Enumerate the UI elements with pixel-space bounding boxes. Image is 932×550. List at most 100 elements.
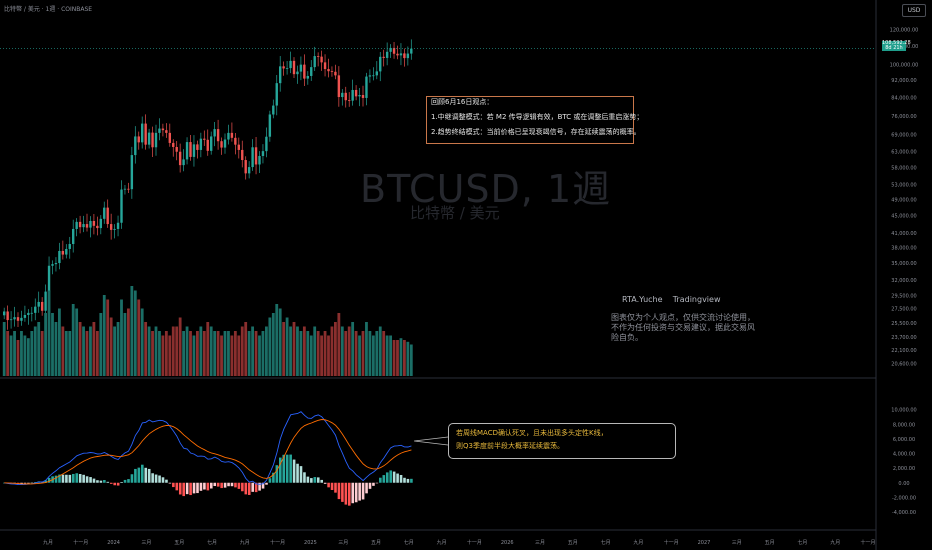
volume-bar [40, 331, 44, 376]
candle [330, 71, 334, 72]
volume-bar [323, 331, 327, 376]
candle [320, 56, 323, 63]
volume-bar [371, 335, 375, 376]
volume-bar [233, 331, 237, 376]
time-axis-tick: 九月 [633, 539, 643, 546]
price-axis-tick: 29,500.00 [891, 293, 916, 299]
time-axis-tick: 三月 [141, 540, 151, 546]
volume-bar [382, 331, 386, 376]
macd-histogram-bar [399, 474, 403, 483]
watermark-subtitle: 比特幣 / 美元 [410, 204, 500, 222]
candle [120, 189, 123, 223]
candle [316, 56, 320, 57]
candle [365, 76, 368, 98]
candle [68, 244, 71, 249]
macd-line [4, 411, 412, 486]
candle [123, 188, 127, 190]
macd-callout[interactable]: 若周线MACD确认死叉，且未出现多头定性K线， 则Q3季度前半段大概率延续震荡。 [448, 423, 676, 459]
volume-bar [130, 286, 134, 376]
annotation-box[interactable]: 回顾6月16日观点： 1.中继调整模式：若 M2 传导逻辑有效，BTC 或在调整… [426, 96, 643, 144]
macd-histogram-bar [327, 482, 330, 488]
volume-bar [337, 313, 341, 376]
macd-histogram-bar [158, 475, 161, 483]
volume-bar [20, 331, 23, 376]
volume-bar [361, 331, 365, 376]
time-axis-tick: 五月 [371, 540, 381, 546]
candle [241, 149, 244, 161]
candle [216, 129, 220, 142]
macd-axis-tick: 2,000.00 [893, 466, 915, 472]
macd-histogram-bar [141, 464, 144, 483]
macd-axis-tick: -2,000.00 [892, 495, 916, 501]
volume-bar [44, 313, 47, 376]
candle [403, 53, 406, 59]
volume-bar [61, 326, 65, 376]
price-axis-tick: 25,500.00 [891, 321, 916, 327]
macd-histogram-bar [20, 482, 23, 484]
macd-histogram-bar [261, 482, 265, 489]
candle [213, 129, 216, 137]
macd-histogram-bar [282, 454, 286, 483]
candle [220, 141, 223, 148]
volume-bar [51, 313, 54, 376]
time-axis-tick: 2027 [698, 540, 711, 546]
currency-button[interactable]: USD [902, 4, 926, 17]
macd-histogram-bar [247, 482, 251, 495]
volume-bar [168, 335, 172, 376]
macd-histogram-bar [244, 482, 248, 495]
macd-histogram-bar [175, 482, 179, 491]
macd-histogram-bar [389, 470, 392, 483]
candle [3, 311, 6, 316]
macd-histogram-bar [279, 457, 282, 483]
volume-bar [185, 326, 189, 376]
candle [237, 144, 240, 150]
volume-bar [240, 326, 244, 376]
time-axis-tick: 十一月 [860, 539, 875, 546]
price-axis-tick: 32,000.00 [891, 278, 916, 284]
volume-bar [161, 335, 165, 376]
macd-histogram-bar [23, 482, 27, 484]
candle [44, 291, 47, 311]
volume-bar [30, 331, 34, 376]
price-axis-tick: 35,000.00 [891, 261, 916, 267]
macd-histogram-bar [85, 476, 89, 483]
macd-histogram-bar [230, 482, 234, 487]
candle [410, 48, 413, 54]
volume-bar [192, 335, 196, 376]
time-axis-tick: 七月 [404, 539, 414, 546]
candle [182, 159, 185, 166]
volume-bar [351, 322, 355, 376]
volume-bar [365, 322, 368, 376]
candle [261, 151, 265, 156]
candle [227, 132, 230, 140]
signal-line [4, 419, 412, 485]
candle [51, 264, 54, 266]
candle [158, 128, 161, 133]
volume-bar [347, 326, 351, 376]
macd-histogram-bar [285, 454, 289, 483]
candle [65, 248, 68, 255]
macd-histogram-bar [154, 474, 158, 483]
macd-histogram-bar [199, 482, 203, 491]
volume-bar [292, 322, 296, 376]
candle [382, 56, 385, 58]
volume-bar [278, 308, 282, 376]
macd-axis-tick: 8,000.00 [893, 422, 915, 428]
candle [206, 139, 209, 151]
macd-histogram-bar [313, 477, 317, 483]
volume-bar [106, 299, 110, 376]
candle [389, 47, 392, 52]
macd-histogram-bar [368, 482, 372, 489]
candle [406, 53, 410, 59]
volume-bar [75, 308, 79, 376]
macd-histogram-bar [358, 482, 361, 501]
macd-histogram-bar [334, 482, 337, 493]
macd-histogram-bar [61, 474, 65, 483]
candle [192, 144, 196, 157]
callout-pointer [414, 436, 449, 446]
candle [296, 71, 299, 75]
macd-histogram-bar [147, 468, 151, 483]
macd-histogram-bar [220, 482, 223, 489]
volume-bar [213, 331, 217, 376]
